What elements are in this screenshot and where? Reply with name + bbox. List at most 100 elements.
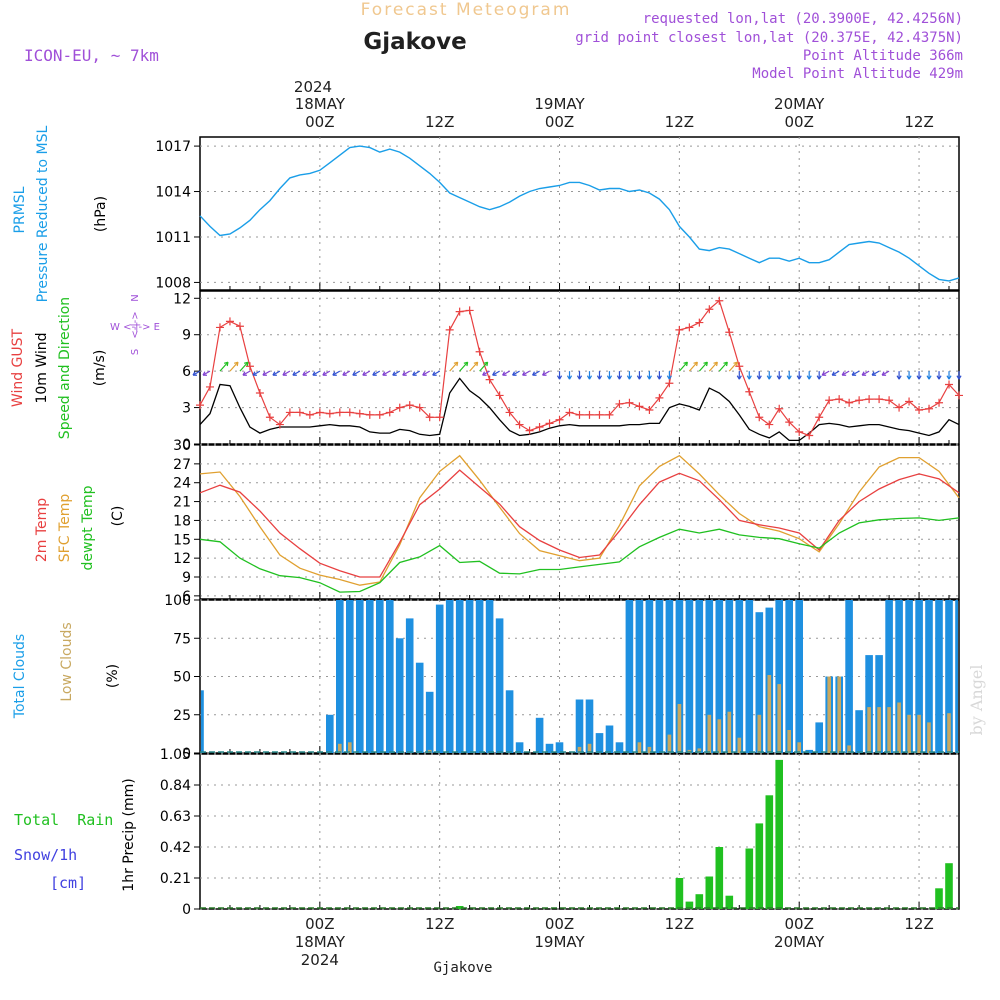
model-label: ICON-EU, ~ 7km <box>24 46 159 65</box>
wind-direction-arrow <box>532 370 540 376</box>
wind-direction-arrow <box>502 370 510 376</box>
total-cloud-bar <box>545 743 554 753</box>
gust-marker <box>605 410 614 419</box>
total-cloud-bar <box>415 662 424 753</box>
wind-arrow-head <box>243 361 249 367</box>
wind-arrow-head <box>786 375 792 380</box>
gust-marker <box>955 391 963 400</box>
gust-marker <box>555 415 564 424</box>
low-cloud-bar <box>697 748 702 753</box>
rain-bar <box>765 795 774 909</box>
low-cloud-bar <box>847 745 851 753</box>
low-cloud-bar <box>647 746 652 753</box>
gust-marker <box>495 391 504 400</box>
y-tick-label: 6 <box>182 589 191 605</box>
wind-arrow-head <box>806 375 812 380</box>
gust-marker <box>405 401 414 410</box>
wind-label: 10m Wind <box>34 332 50 403</box>
y-tick-label: 30 <box>173 438 191 454</box>
wind-arrow-head <box>851 371 857 376</box>
wind-arrow-head <box>352 371 357 376</box>
total-cloud-bar <box>515 742 524 753</box>
wind-direction-arrow <box>219 361 229 372</box>
rain-label: Total Rain <box>14 811 113 829</box>
y-tick-label: 1011 <box>155 230 191 246</box>
wind-arrow-head <box>656 375 662 380</box>
gust-marker <box>705 305 714 314</box>
wind-direction-arrow <box>312 370 321 376</box>
gust-marker <box>635 402 644 411</box>
gust-marker <box>355 409 364 418</box>
gust-marker <box>675 325 684 334</box>
gust-marker <box>255 389 264 397</box>
wind-arrow-head <box>596 375 603 380</box>
gust-marker <box>805 431 814 440</box>
gust-marker <box>795 427 804 436</box>
temp-panel: 6 9 12 15 18 21 24 27 30 <box>173 438 960 605</box>
total-cloud-bar <box>785 600 793 753</box>
gust-marker <box>365 410 374 419</box>
bottom-hour-label: 12Z <box>904 915 933 933</box>
top-hour-label: 12Z <box>904 113 933 131</box>
pressure-panel: 1008 1011 1014 1017 <box>155 136 960 291</box>
point-altitude: Point Altitude 366m <box>803 48 963 64</box>
wind-arrow-head <box>302 371 307 376</box>
total-cloud-bar <box>326 714 334 754</box>
wind-arrow-head <box>723 361 728 367</box>
gust-marker <box>196 401 204 410</box>
wind-arrow-head <box>392 371 397 376</box>
wind-direction-arrow <box>688 361 698 372</box>
gust-label: Wind GUST <box>10 328 26 407</box>
gust-marker <box>275 420 284 429</box>
rain-bar <box>455 906 464 909</box>
wind-arrow-head <box>841 371 847 376</box>
total-cloud-bar <box>725 600 734 753</box>
wind-direction-arrow <box>482 370 490 376</box>
wind-unit: (m/s) <box>92 350 108 387</box>
total-cloud-bar <box>386 600 394 753</box>
low-cloud-bar <box>897 702 901 753</box>
y-tick-label: 0 <box>182 746 191 762</box>
total-cloud-bar <box>655 600 664 753</box>
model-altitude: Model Point Altitude 429m <box>752 66 963 82</box>
wind-arrow-head <box>332 371 337 376</box>
low-cloud-bar <box>827 676 831 753</box>
wind-arrow-head <box>422 371 427 376</box>
gust-marker <box>735 362 744 371</box>
top-year-label: 2024 <box>294 78 332 96</box>
wind-direction-arrow <box>522 370 530 376</box>
gust-marker <box>645 406 654 414</box>
y-tick-label: 9 <box>182 328 191 344</box>
top-date-label: 19MAY <box>534 95 585 113</box>
wind-direction-arrow <box>492 370 500 376</box>
wind-arrow-head <box>412 371 417 376</box>
gust-marker <box>425 413 434 422</box>
rain-bar <box>745 848 754 909</box>
low-cloud-bar <box>348 742 352 753</box>
wind-arrow-head <box>342 371 347 376</box>
gust-marker <box>725 328 734 337</box>
direction-label: Speed and Direction <box>57 297 73 439</box>
gust-marker <box>295 408 304 417</box>
gust-marker <box>665 379 674 388</box>
wind-arrow-head <box>616 375 623 380</box>
wind-direction-arrow <box>239 361 249 372</box>
bottom-hour-label: 00Z <box>305 915 334 933</box>
wind-arrow-head <box>626 375 633 380</box>
pressure-label-1: PRMSL <box>12 186 28 233</box>
y-tick-label: 18 <box>173 513 191 529</box>
t2m-line <box>199 469 960 578</box>
gust-marker <box>505 408 514 417</box>
precip-panel: 0 0.21 0.42 0.63 0.84 1.05 <box>160 747 960 918</box>
wind-arrow-head <box>703 361 708 367</box>
wind-direction-arrow <box>229 361 239 372</box>
rain-bar <box>755 823 764 909</box>
wind-direction-arrow <box>718 361 728 372</box>
total-cloud-bar <box>815 722 823 753</box>
wind-direction-arrow <box>362 370 371 376</box>
wind-arrow-head <box>586 375 593 380</box>
wind-arrow-head <box>646 375 652 380</box>
total-cloud-bar <box>605 725 614 753</box>
total-cloud-bar <box>645 600 654 753</box>
